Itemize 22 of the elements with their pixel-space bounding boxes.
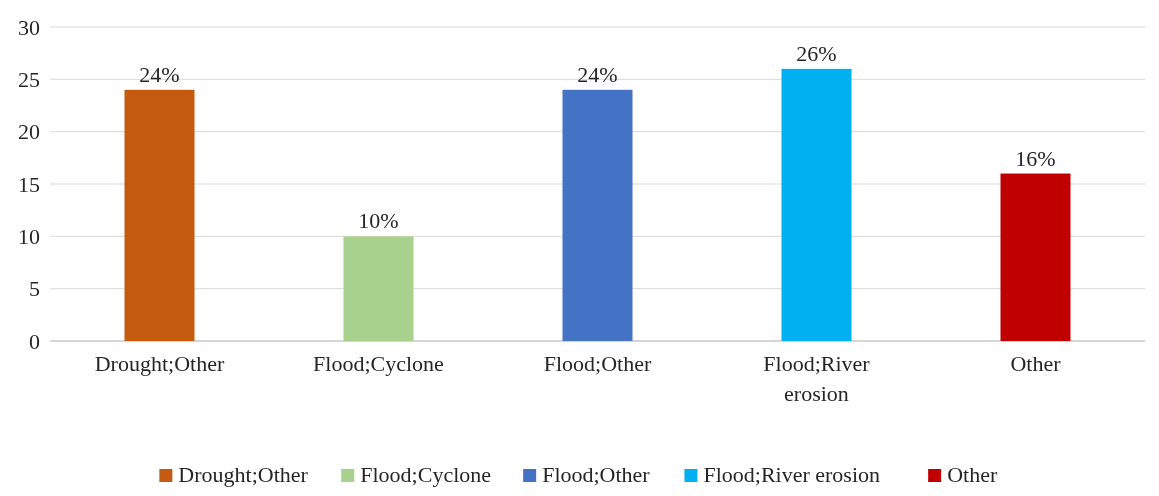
data-label: 24%	[139, 61, 180, 87]
data-label: 26%	[796, 40, 837, 66]
y-tick-label: 25	[18, 67, 40, 93]
x-tick-label: Other	[1010, 351, 1062, 376]
y-tick-label: 5	[29, 276, 40, 302]
x-tick-label: Flood;Cyclone	[313, 351, 444, 376]
legend-label: Drought;Other	[178, 462, 309, 487]
x-tick-label: Flood;River erosion	[763, 351, 871, 406]
x-tick-label: Drought;Other	[94, 351, 225, 376]
legend-label: Other	[947, 462, 998, 487]
data-label: 16%	[1015, 145, 1056, 171]
legend-label: Flood;Cyclone	[360, 462, 492, 487]
data-label: 10%	[358, 208, 399, 234]
y-tick-label: 10	[18, 224, 40, 250]
legend-label: Flood;Other	[542, 462, 651, 487]
legend-label: Flood;River erosion	[703, 462, 881, 487]
x-tick-label: Flood;Other	[543, 351, 652, 376]
y-tick-label: 30	[18, 14, 40, 40]
data-label: 24%	[577, 61, 618, 87]
y-tick-label: 0	[29, 328, 40, 354]
y-tick-label: 15	[18, 171, 40, 197]
y-tick-label: 20	[18, 119, 40, 145]
